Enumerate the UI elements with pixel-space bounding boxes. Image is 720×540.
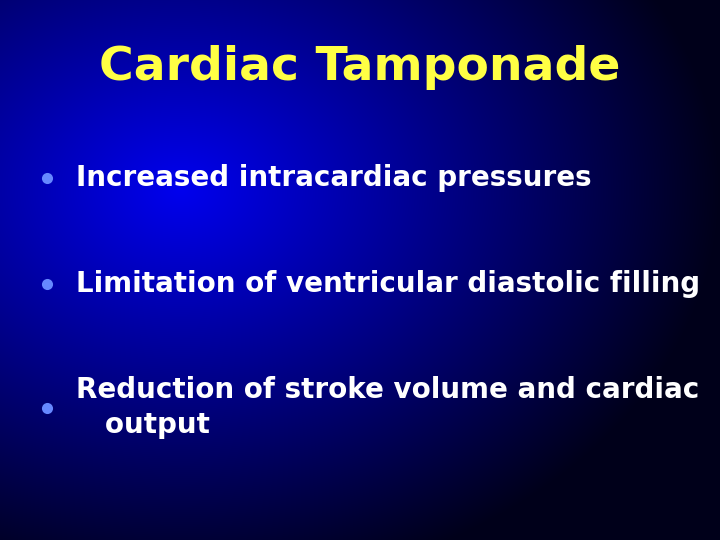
Text: Limitation of ventricular diastolic filling: Limitation of ventricular diastolic fill…: [76, 269, 700, 298]
Text: Cardiac Tamponade: Cardiac Tamponade: [99, 45, 621, 90]
Text: Reduction of stroke volume and cardiac
   output: Reduction of stroke volume and cardiac o…: [76, 376, 699, 439]
Text: Increased intracardiac pressures: Increased intracardiac pressures: [76, 164, 591, 192]
